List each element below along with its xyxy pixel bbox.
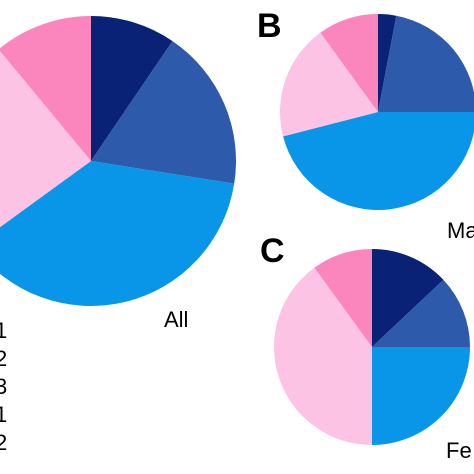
legend-entry-1: 1 bbox=[0, 318, 7, 343]
legend-entry-3: 3 bbox=[0, 374, 7, 399]
legend-entry-4: 1 bbox=[0, 402, 7, 427]
pie-label-female: Fe bbox=[446, 438, 472, 463]
pie-all-slice-1 bbox=[91, 16, 173, 161]
legend-entry-5: 2 bbox=[0, 430, 7, 455]
pie-c-slice-1 bbox=[372, 249, 444, 347]
pie-b-slice-2 bbox=[378, 15, 474, 112]
pie-all-slice-3 bbox=[0, 161, 235, 306]
pie-all-slice-2 bbox=[91, 41, 236, 184]
panel-letter-b: B bbox=[257, 7, 282, 45]
pie-all-slice-4 bbox=[0, 51, 91, 228]
pie-b-slice-3 bbox=[283, 112, 474, 210]
pie-label-male: Ma bbox=[447, 218, 474, 243]
pie-b-slice-4 bbox=[280, 32, 378, 137]
pie-b-slice-1 bbox=[378, 14, 397, 112]
pie-c-slice-3 bbox=[372, 347, 470, 445]
legend: 1 2 3 1 2 bbox=[0, 318, 7, 455]
panel-letter-c: C bbox=[260, 232, 285, 270]
pie-b-slice-5 bbox=[320, 14, 378, 112]
pie-c-slice-2 bbox=[372, 279, 470, 347]
pie-c-slice-5 bbox=[314, 249, 372, 347]
pie-label-all: All bbox=[164, 307, 188, 332]
pie-all-slice-5 bbox=[0, 16, 91, 161]
legend-entry-2: 2 bbox=[0, 346, 7, 371]
pie-charts bbox=[0, 14, 474, 445]
pie-c-slice-4 bbox=[274, 267, 372, 445]
